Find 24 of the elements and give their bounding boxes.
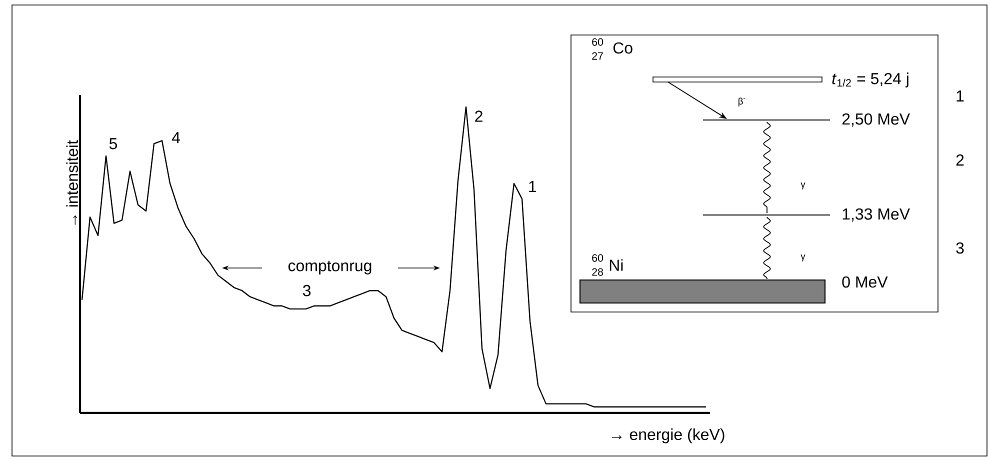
text: γ	[800, 182, 806, 190]
text: 27	[592, 52, 603, 60]
annotation: 28	[592, 268, 603, 276]
text: Co	[613, 42, 632, 54]
text: t$_{1/2}$ = 5,24 j	[832, 72, 908, 88]
text: 1,33 MeV	[842, 208, 910, 222]
text: β$^{-}$	[738, 98, 746, 106]
text: 60	[592, 38, 604, 46]
text: 2	[956, 154, 964, 166]
y-axis-title: → intensiteit	[66, 140, 78, 225]
annotation: 60	[592, 254, 604, 262]
text: γ	[800, 254, 806, 262]
annotation: 4	[172, 132, 180, 144]
annotation: 1	[529, 181, 536, 192]
text: 3	[956, 242, 964, 254]
x-axis-title: → energie (keV)	[612, 428, 724, 444]
annotation: comptonrug	[288, 260, 372, 274]
text: 1	[956, 90, 964, 102]
annotation: Ni	[610, 259, 623, 271]
annotation: 3	[302, 284, 311, 296]
text: 2,50 MeV	[842, 113, 910, 127]
annotation: 2	[475, 110, 482, 122]
annotation: 5	[109, 138, 117, 150]
text: 0 MeV	[842, 276, 888, 288]
